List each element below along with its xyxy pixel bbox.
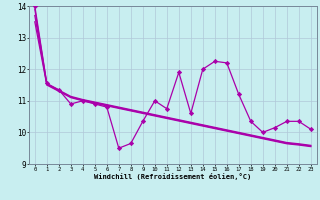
X-axis label: Windchill (Refroidissement éolien,°C): Windchill (Refroidissement éolien,°C) (94, 173, 252, 180)
